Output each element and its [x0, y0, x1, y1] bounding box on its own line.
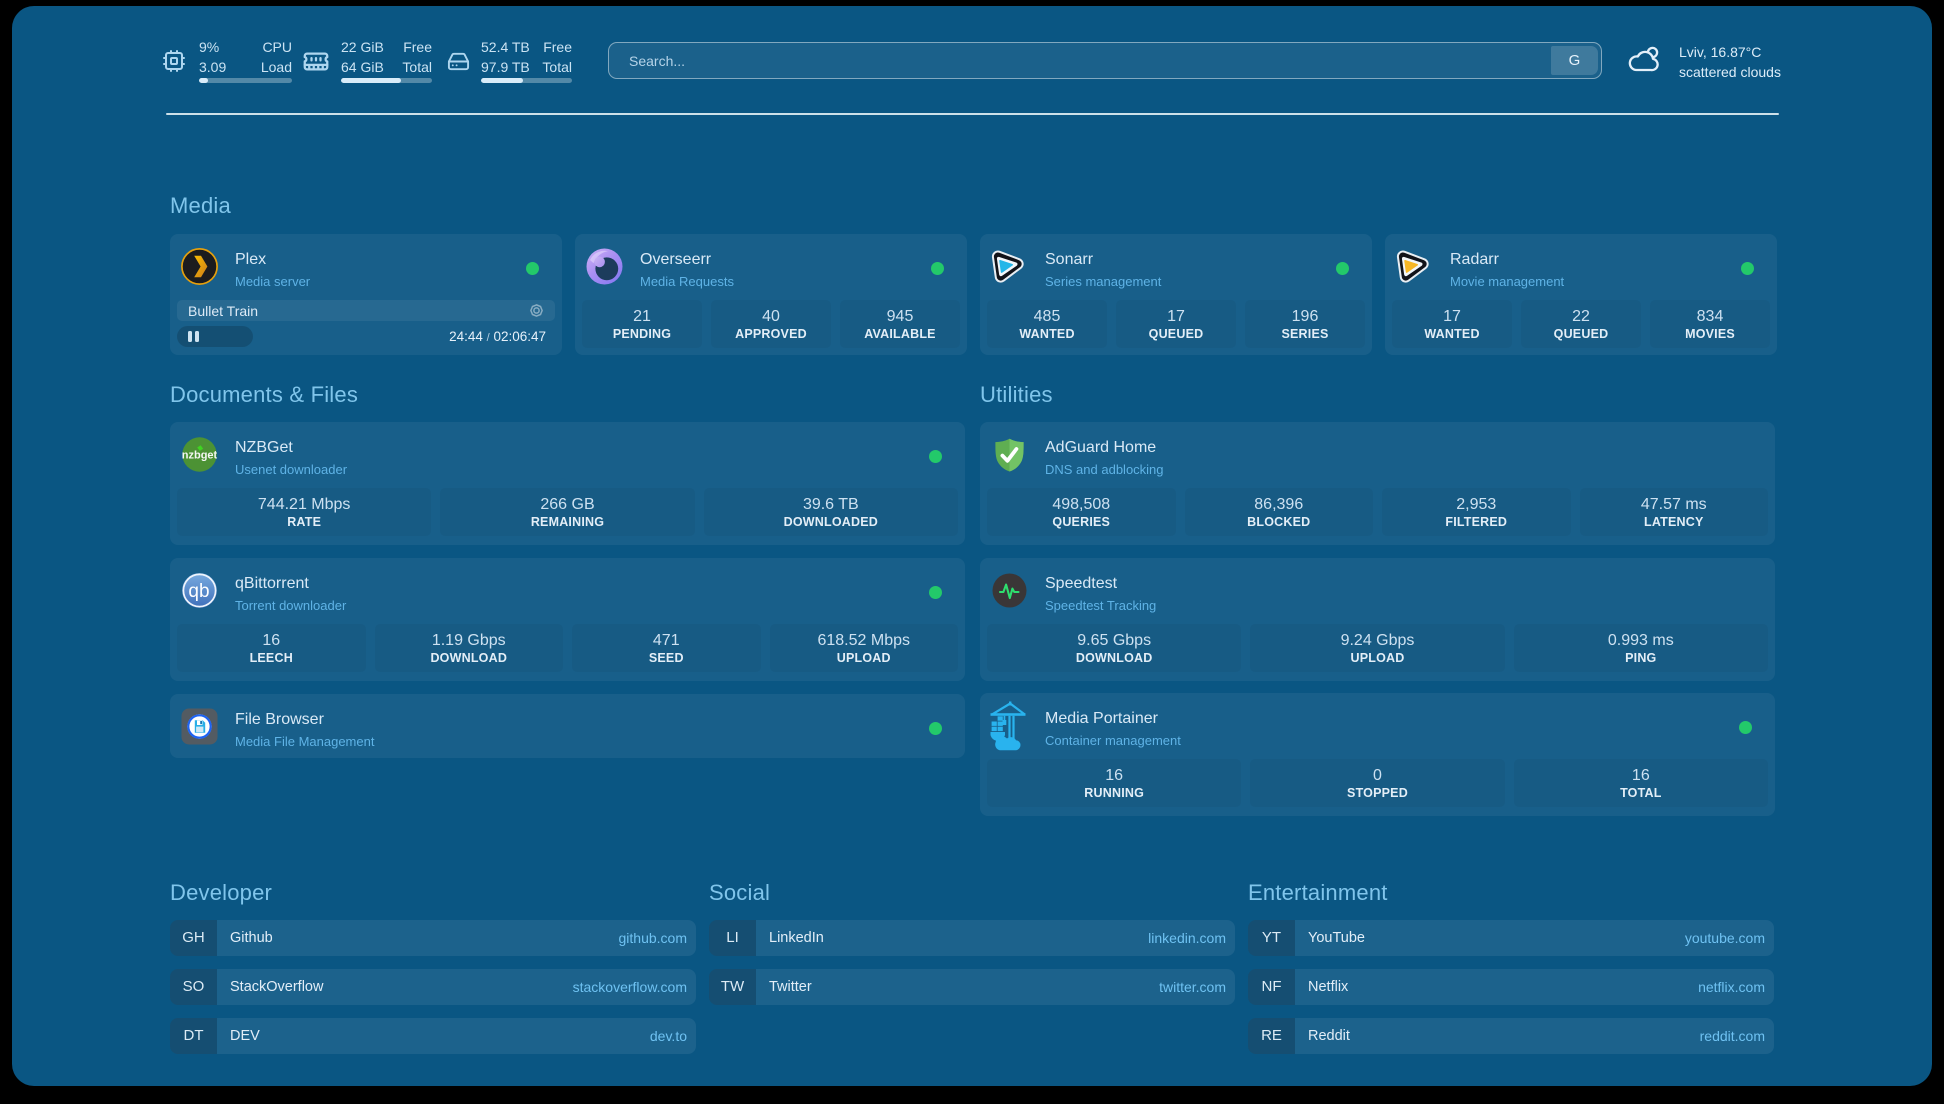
svg-text:qb: qb [188, 581, 209, 602]
svg-text:nzbget: nzbget [182, 450, 218, 462]
